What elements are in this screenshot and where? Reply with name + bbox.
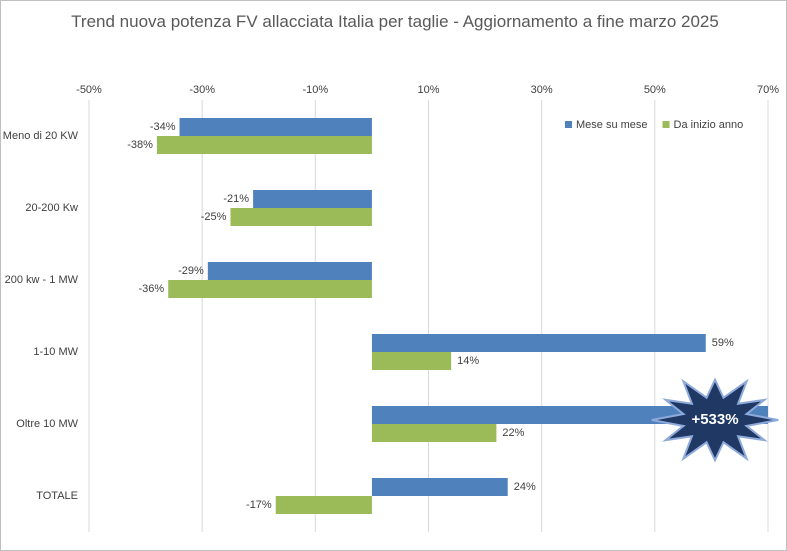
x-tick-label: -30% (189, 84, 215, 96)
value-label: -25% (201, 211, 227, 223)
bar (371, 334, 706, 352)
x-tick-label: 30% (531, 84, 553, 96)
bar (230, 208, 372, 226)
value-label: -17% (246, 499, 272, 511)
bar (156, 136, 372, 154)
value-label: 59% (712, 337, 734, 349)
value-label: 22% (502, 427, 524, 439)
y-tick-label: TOTALE (36, 490, 78, 502)
value-label: -36% (139, 283, 165, 295)
value-label: 24% (514, 481, 536, 493)
starburst (651, 377, 779, 463)
bars (156, 118, 768, 514)
value-label: -29% (178, 265, 204, 277)
x-tick-label: -50% (76, 84, 102, 96)
value-label: -21% (223, 193, 249, 205)
value-label: -34% (150, 121, 176, 133)
bar (207, 262, 372, 280)
chart-title: Trend nuova potenza FV allacciata Italia… (71, 12, 719, 31)
x-tick-label: 70% (757, 84, 779, 96)
bar (253, 190, 372, 208)
y-tick-label: Meno di 20 KW (3, 130, 79, 142)
legend-swatch (565, 121, 572, 128)
x-tick-label: 50% (644, 84, 666, 96)
bar (179, 118, 372, 136)
bar (371, 352, 452, 370)
y-tick-label: 200 kw - 1 MW (5, 274, 79, 286)
value-label: -38% (127, 139, 153, 151)
x-tick-label: -10% (302, 84, 328, 96)
legend-swatch (662, 121, 670, 128)
bar (371, 478, 508, 496)
x-tick-label: 10% (417, 84, 439, 96)
legend-label: Da inizio anno (674, 119, 744, 131)
value-label: +533% (691, 411, 738, 428)
bar (275, 496, 372, 514)
y-tick-label: 20-200 Kw (25, 202, 78, 214)
value-label: 14% (457, 355, 479, 367)
bar (371, 424, 497, 442)
y-tick-label: 1-10 MW (33, 346, 78, 358)
y-tick-label: Oltre 10 MW (16, 418, 78, 430)
legend-label: Mese su mese (576, 119, 648, 131)
bar (168, 280, 372, 298)
